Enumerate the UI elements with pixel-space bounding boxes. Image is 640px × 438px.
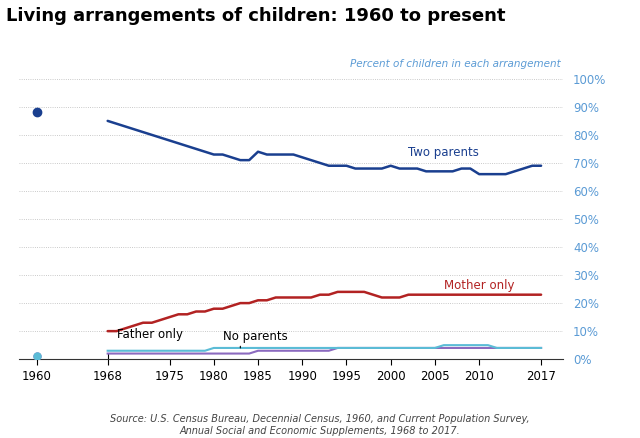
Text: Percent of children in each arrangement: Percent of children in each arrangement (349, 59, 561, 69)
Text: Father only: Father only (116, 328, 182, 341)
Text: Living arrangements of children: 1960 to present: Living arrangements of children: 1960 to… (6, 7, 506, 25)
Text: Source: U.S. Census Bureau, Decennial Census, 1960, and Current Population Surve: Source: U.S. Census Bureau, Decennial Ce… (110, 414, 530, 436)
Text: Two parents: Two parents (408, 146, 479, 159)
Text: No parents: No parents (223, 330, 287, 343)
Text: Mother only: Mother only (444, 279, 515, 292)
